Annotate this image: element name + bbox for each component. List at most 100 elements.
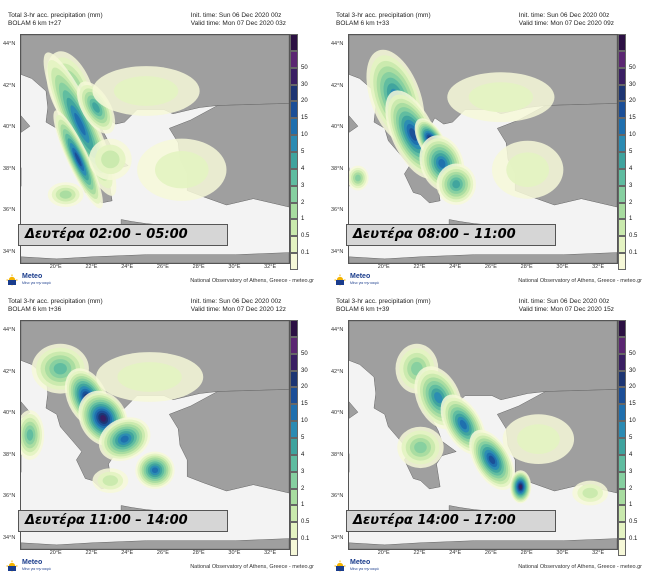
- precipitation-map: [20, 34, 290, 264]
- longitude-label: 32°E: [264, 550, 277, 556]
- product-title: Total 3-hr acc. precipitation (mm): [336, 298, 431, 305]
- logo-tagline: Μένε για την καιρό: [350, 281, 379, 285]
- scale-swatch: [618, 202, 626, 220]
- land-area-1: [168, 389, 289, 494]
- scale-swatch: [290, 387, 298, 405]
- scale-label: 10: [301, 418, 308, 425]
- land-area-3: [21, 115, 31, 133]
- scale-swatch: [290, 336, 298, 354]
- longitude-labels: 20°E 22°E 24°E 26°E 28°E 30°E 32°E: [348, 264, 616, 272]
- init-time: Init. time: Sun 06 Dec 2020 00z: [190, 12, 282, 19]
- scale-swatch: [290, 522, 298, 540]
- meteo-logo: Meteo Μένε για την καιρό: [6, 272, 66, 290]
- precip-area-5-4: [414, 441, 427, 454]
- precip-area-3-8: [120, 435, 129, 443]
- precip-area-1-8: [74, 112, 86, 136]
- model-run: BOLAM 6 km t+27: [8, 19, 62, 27]
- precip-area-4-11: [519, 484, 522, 489]
- scale-swatch: [618, 320, 626, 337]
- precip-area-0-5: [53, 362, 67, 375]
- color-scale: 50 30 20 15 10 5 4 3 2 1 0.5 0.1: [618, 320, 644, 556]
- precip-area-7-2: [582, 487, 598, 499]
- longitude-label: 20°E: [49, 550, 62, 556]
- model-run: BOLAM 6 km t+36: [8, 305, 62, 313]
- scale-swatch: [618, 438, 626, 455]
- precip-area-4-6: [452, 180, 461, 189]
- logo-name: Meteo: [22, 273, 43, 280]
- scale-swatch: [618, 219, 626, 237]
- scale-swatch: [618, 505, 626, 523]
- scale-label: 5: [629, 149, 633, 155]
- scale-swatch: [290, 404, 298, 422]
- model-run: BOLAM 6 km t+39: [336, 305, 390, 313]
- scale-label: 3: [301, 468, 305, 475]
- scale-swatch: [618, 236, 626, 254]
- longitude-label: 22°E: [413, 550, 426, 556]
- scale-label: 5: [629, 435, 633, 441]
- precip-area-7-5: [26, 429, 34, 441]
- scale-swatch: [290, 118, 298, 136]
- scale-swatch: [618, 454, 626, 472]
- precip-area-4-8: [151, 467, 159, 474]
- longitude-label: 24°E: [121, 550, 134, 556]
- latitude-label: 42°N: [3, 368, 16, 375]
- scale-swatch: [290, 219, 298, 237]
- longitude-labels: 20°E 22°E 24°E 26°E 28°E 30°E 32°E: [20, 550, 288, 558]
- scale-swatch: [290, 353, 298, 371]
- longitude-label: 22°E: [85, 550, 98, 556]
- scale-label: 50: [629, 64, 636, 71]
- scale-label: 0.5: [629, 519, 638, 526]
- init-time: Init. time: Sun 06 Dec 2020 00z: [190, 298, 282, 305]
- scale-label: 0.5: [301, 519, 310, 526]
- latitude-label: 40°N: [3, 124, 16, 131]
- color-scale: 50 30 20 15 10 5 4 3 2 1 0.5 0.1: [290, 34, 316, 270]
- scale-label: 10: [301, 132, 308, 139]
- latitude-label: 36°N: [3, 207, 16, 214]
- scale-swatch: [618, 488, 626, 506]
- scale-label: 30: [629, 81, 636, 88]
- latitude-label: 38°N: [331, 165, 344, 172]
- scale-label: 0.1: [301, 250, 310, 257]
- longitude-label: 30°E: [228, 550, 241, 556]
- scale-swatch: [618, 522, 626, 540]
- scale-label: 4: [629, 451, 633, 458]
- time-caption: Δευτέρα 02:00 – 05:00: [18, 224, 228, 246]
- scale-swatch: [618, 50, 626, 68]
- scale-swatch: [618, 185, 626, 203]
- scale-swatch: [290, 185, 298, 203]
- panel-header: Total 3-hr acc. precipitation (mm) BOLAM…: [2, 298, 320, 320]
- scale-label: 1: [629, 502, 633, 509]
- latitude-label: 44°N: [3, 41, 16, 48]
- color-scale: 50 30 20 15 10 5 4 3 2 1 0.5 0.1: [290, 320, 316, 556]
- scale-swatch: [290, 370, 298, 388]
- scale-label: 20: [629, 98, 636, 105]
- precip-area-4-2: [101, 150, 120, 169]
- latitude-label: 34°N: [331, 534, 344, 541]
- scale-swatch: [290, 320, 298, 337]
- scale-swatch: [290, 84, 298, 102]
- scale-label: 2: [629, 485, 633, 492]
- scale-swatch: [290, 101, 298, 119]
- scale-swatch: [290, 168, 298, 186]
- scale-label: 0.1: [629, 536, 638, 543]
- scale-label: 2: [301, 199, 305, 206]
- forecast-panel-1: Total 3-hr acc. precipitation (mm) BOLAM…: [2, 10, 320, 290]
- forecast-panel-4: Total 3-hr acc. precipitation (mm) BOLAM…: [330, 296, 648, 576]
- latitude-label: 44°N: [3, 327, 16, 334]
- scale-label: 50: [629, 350, 636, 357]
- init-time: Init. time: Sun 06 Dec 2020 00z: [518, 12, 610, 19]
- valid-time: Valid time: Mon 07 Dec 2020 03z: [190, 19, 286, 27]
- latitude-label: 34°N: [3, 534, 16, 541]
- scale-label: 5: [301, 149, 305, 155]
- valid-time: Valid time: Mon 07 Dec 2020 12z: [190, 305, 286, 313]
- map-canvas: [21, 35, 289, 263]
- scale-swatch: [290, 253, 298, 270]
- sun-logo-icon: [334, 560, 346, 572]
- scale-label: 4: [301, 165, 305, 172]
- product-title: Total 3-hr acc. precipitation (mm): [336, 12, 431, 19]
- scale-swatch: [618, 168, 626, 186]
- longitude-labels: 20°E 22°E 24°E 26°E 28°E 30°E 32°E: [348, 550, 616, 558]
- longitude-label: 24°E: [449, 264, 462, 270]
- scale-swatch: [290, 34, 298, 51]
- scale-label: 3: [629, 468, 633, 475]
